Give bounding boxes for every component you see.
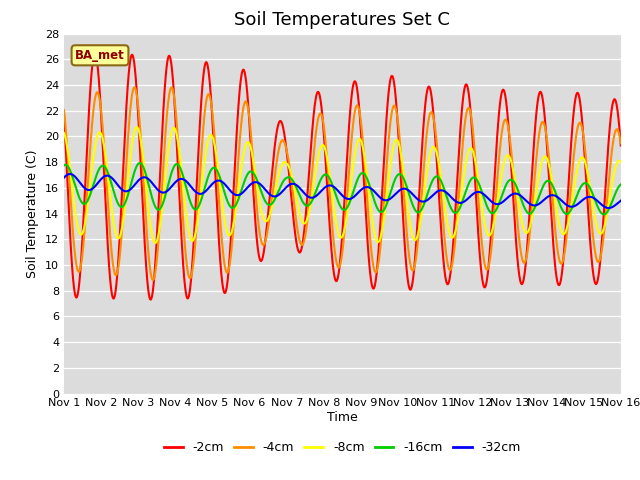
Title: Soil Temperatures Set C: Soil Temperatures Set C [234,11,451,29]
Legend: -2cm, -4cm, -8cm, -16cm, -32cm: -2cm, -4cm, -8cm, -16cm, -32cm [159,436,526,459]
X-axis label: Time: Time [327,411,358,424]
Y-axis label: Soil Temperature (C): Soil Temperature (C) [26,149,39,278]
Text: BA_met: BA_met [75,49,125,62]
